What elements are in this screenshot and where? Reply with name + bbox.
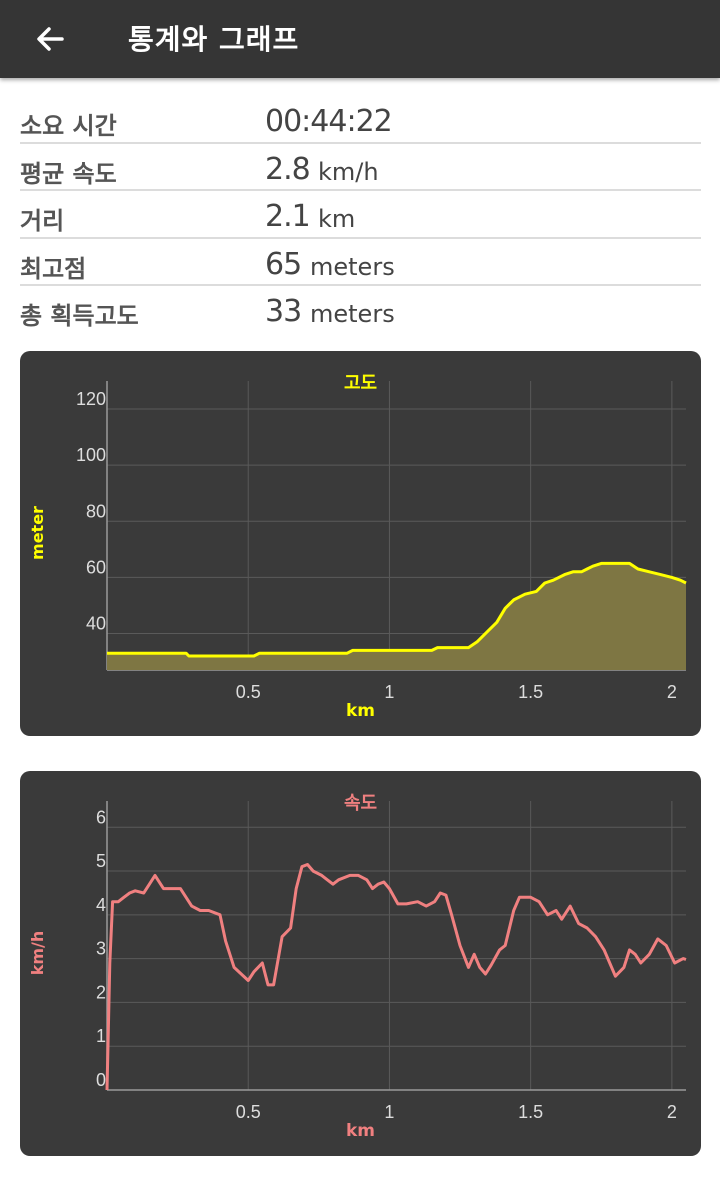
page-title: 통계와 그래프 <box>128 23 300 56</box>
stat-row-distance: 거리 2.1 km <box>20 191 701 239</box>
y-tick-label: 1 <box>96 1026 106 1046</box>
chart-title: 속도 <box>343 793 378 814</box>
y-axis-label: km/h <box>28 930 47 976</box>
speed-chart: 0.5 1 1.5 2 0 1 2 3 4 5 6 속도 km km/h <box>20 771 701 1156</box>
elevation-chart: 0.5 1 1.5 2 40 60 80 100 120 고도 km meter <box>20 351 701 736</box>
stat-unit: meters <box>310 300 395 328</box>
speed-chart-svg: 0.5 1 1.5 2 0 1 2 3 4 5 6 <box>96 801 687 1122</box>
stat-row-duration: 소요 시간 00:44:22 <box>20 96 701 144</box>
elevation-chart-svg: 0.5 1 1.5 2 40 60 80 100 120 <box>76 381 687 702</box>
y-tick-label: 2 <box>96 982 106 1002</box>
x-tick-label: 1 <box>384 1102 394 1122</box>
x-tick-label: 0.5 <box>236 1102 261 1122</box>
back-button[interactable] <box>26 15 74 63</box>
stat-unit: km/h <box>318 157 379 186</box>
x-tick-label: 1.5 <box>518 682 543 702</box>
y-tick-label: 3 <box>96 939 106 959</box>
y-tick-label: 0 <box>96 1070 106 1090</box>
stat-row-total-ascent: 총 획득고도 33 meters <box>20 286 701 334</box>
series-area <box>107 563 686 670</box>
x-tick-label: 1 <box>384 682 394 702</box>
y-axis-label: meter <box>28 506 47 560</box>
arrow-left-icon <box>37 27 64 51</box>
y-tick-label: 100 <box>76 445 106 465</box>
chart-title: 고도 <box>343 373 378 394</box>
stat-label: 소요 시간 <box>20 112 117 140</box>
x-axis-label: km <box>345 1121 376 1141</box>
stats-list: 소요 시간 00:44:22 평균 속도 2.8 km/h 거리 2.1 km … <box>20 96 701 334</box>
stat-row-avg-speed: 평균 속도 2.8 km/h <box>20 144 701 191</box>
x-tick-label: 2 <box>667 682 677 702</box>
y-tick-label: 4 <box>96 895 106 915</box>
stat-value: 33 <box>265 294 302 329</box>
stat-unit: meters <box>310 252 395 281</box>
stat-row-max-elevation: 최고점 65 meters <box>20 239 701 286</box>
stat-unit: km <box>318 205 356 233</box>
y-tick-label: 60 <box>86 557 106 577</box>
y-tick-label: 5 <box>96 851 106 871</box>
stat-value: 65 <box>265 246 302 282</box>
x-tick-label: 2 <box>667 1102 677 1122</box>
y-tick-label: 6 <box>96 807 106 827</box>
stat-value: 2.8 <box>265 151 311 187</box>
x-tick-label: 0.5 <box>236 682 261 702</box>
stat-label: 평균 속도 <box>20 159 117 188</box>
stat-label: 최고점 <box>20 254 87 283</box>
stat-value: 2.1 <box>265 199 311 234</box>
y-tick-label: 120 <box>76 389 106 409</box>
series-line <box>107 561 687 658</box>
y-tick-label: 80 <box>86 501 106 521</box>
stat-label: 총 획득고도 <box>20 302 139 330</box>
x-tick-label: 1.5 <box>518 1102 543 1122</box>
stat-value: 00:44:22 <box>265 104 393 139</box>
y-tick-label: 40 <box>86 614 106 634</box>
series-line <box>105 863 687 1091</box>
stat-label: 거리 <box>20 207 65 235</box>
app-bar: 통계와 그래프 <box>0 0 720 78</box>
x-axis-label: km <box>345 701 376 721</box>
